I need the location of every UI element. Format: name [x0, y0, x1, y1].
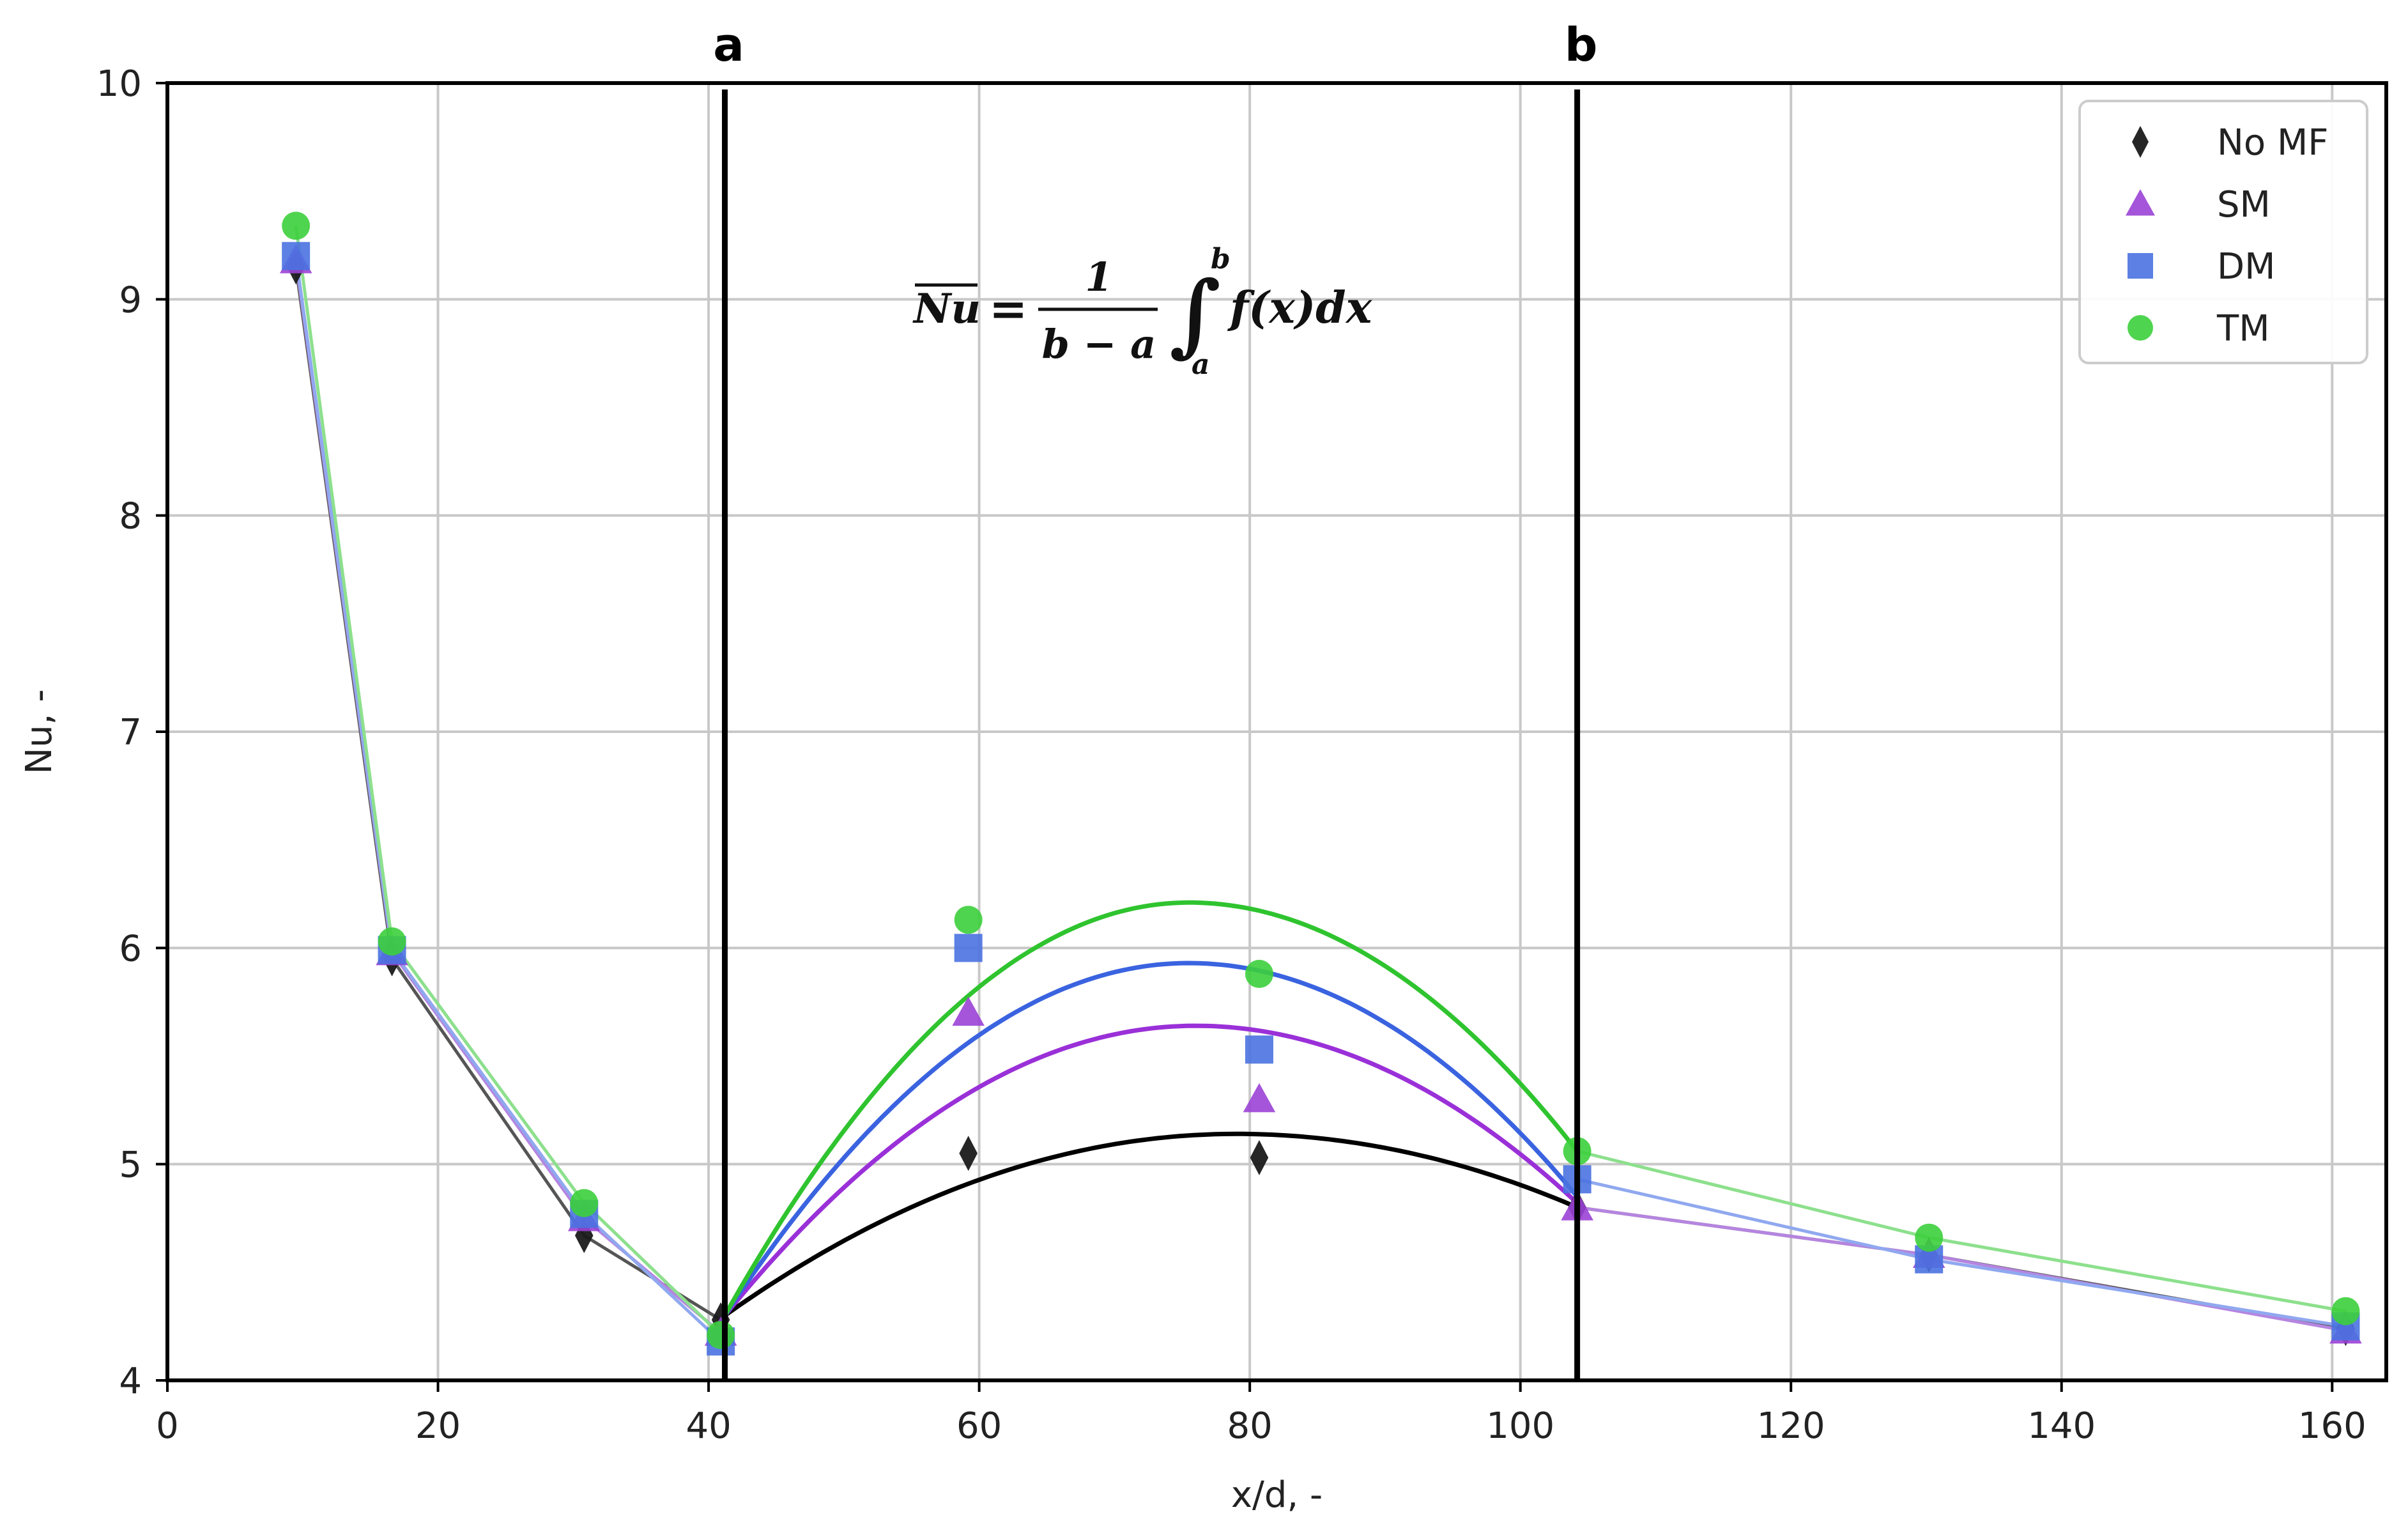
average-nusselt-formula: Nu = 1 b − a ∫ b a f(x)dx — [912, 243, 1373, 381]
tm-data-point — [570, 1189, 599, 1217]
fit-curves — [723, 900, 1579, 1318]
x-tick-label: 160 — [2298, 1405, 2366, 1447]
x-tick-label: 100 — [1486, 1405, 1554, 1447]
dm-fit-curve — [723, 961, 1579, 1317]
formula-numerator: 1 — [1085, 254, 1112, 300]
legend-dm-marker — [2128, 253, 2153, 279]
no-mf-data-point — [574, 1217, 594, 1253]
tm-data-point — [707, 1320, 735, 1349]
y-tick-label: 8 — [119, 496, 142, 537]
legend-box — [2078, 100, 2368, 364]
y-tick-label: 5 — [119, 1145, 142, 1186]
no-mf-line-left — [294, 266, 722, 1322]
formula-lhs: Nu — [912, 285, 981, 333]
dm-line-left — [294, 256, 722, 1343]
no-mf-data-point — [959, 1136, 978, 1171]
formula-denominator: b − a — [1042, 321, 1156, 367]
x-tick-label: 20 — [415, 1405, 461, 1447]
sm-fit-curve — [723, 1023, 1579, 1317]
tm-data-point — [1245, 959, 1273, 988]
legend-sm-label: SM — [2217, 184, 2271, 226]
legend-no-mf-label: No MF — [2217, 122, 2328, 164]
dm-data-point — [954, 934, 983, 962]
y-tick-label: 4 — [119, 1361, 142, 1402]
formula-upper-limit: b — [1211, 243, 1231, 275]
y-tick-label: 9 — [119, 279, 142, 321]
x-axis-label: x/d, - — [1231, 1474, 1323, 1516]
formula-integral: ∫ — [1169, 262, 1221, 367]
formula-lower-limit: a — [1192, 348, 1210, 381]
vline-label-b: b — [1565, 18, 1598, 72]
tm-data-point — [2331, 1297, 2360, 1325]
tm-data-point — [378, 927, 406, 956]
tm-fit-curve — [723, 900, 1579, 1317]
formula-integrand: f(x)dx — [1227, 282, 1373, 334]
legend-tm-label: TM — [2216, 308, 2270, 350]
x-tick-label: 80 — [1227, 1405, 1273, 1447]
dm-line-right — [1577, 1177, 2346, 1328]
tm-data-point — [1915, 1223, 1944, 1252]
vline-label-a: a — [713, 18, 744, 72]
x-tick-label: 60 — [956, 1405, 1002, 1447]
x-tick-label: 140 — [2027, 1405, 2096, 1447]
tm-line-left — [294, 225, 722, 1336]
sm-data-point — [1243, 1083, 1276, 1113]
sm-data-point — [952, 996, 985, 1026]
x-tick-label: 120 — [1757, 1405, 1825, 1447]
dm-data-point — [1245, 1035, 1273, 1064]
axis-ticks: 0 20 40 60 80 100 120 140 160 4 5 6 7 8 9 10 — [96, 63, 2366, 1447]
x-tick-label: 40 — [686, 1405, 731, 1447]
y-tick-label: 6 — [119, 928, 142, 969]
no-mf-fit-curve — [723, 1131, 1578, 1318]
formula-equals: = — [989, 281, 1027, 336]
y-tick-label: 10 — [96, 63, 142, 105]
tm-data-point — [282, 212, 311, 240]
grid — [166, 82, 2386, 1382]
sm-line-left — [294, 260, 722, 1334]
tm-line-right — [1577, 1149, 2346, 1313]
data-points — [279, 212, 2362, 1356]
legend-no-mf-marker — [2132, 126, 2149, 158]
legend-dm-label: DM — [2217, 246, 2275, 288]
sm-line-right — [1577, 1205, 2346, 1332]
legend-sm-marker — [2126, 189, 2155, 216]
series-lines — [294, 225, 2346, 1343]
legend: No MF SM DM TM — [2078, 100, 2368, 364]
tm-data-point — [954, 906, 983, 934]
y-tick-label: 7 — [119, 712, 142, 753]
plot-frame — [165, 81, 2388, 1382]
no-mf-data-point — [1250, 1140, 1269, 1176]
dm-data-point — [282, 242, 311, 270]
y-axis-label: Nu, - — [19, 689, 60, 774]
x-tick-label: 0 — [156, 1405, 179, 1447]
legend-tm-marker — [2128, 315, 2153, 341]
